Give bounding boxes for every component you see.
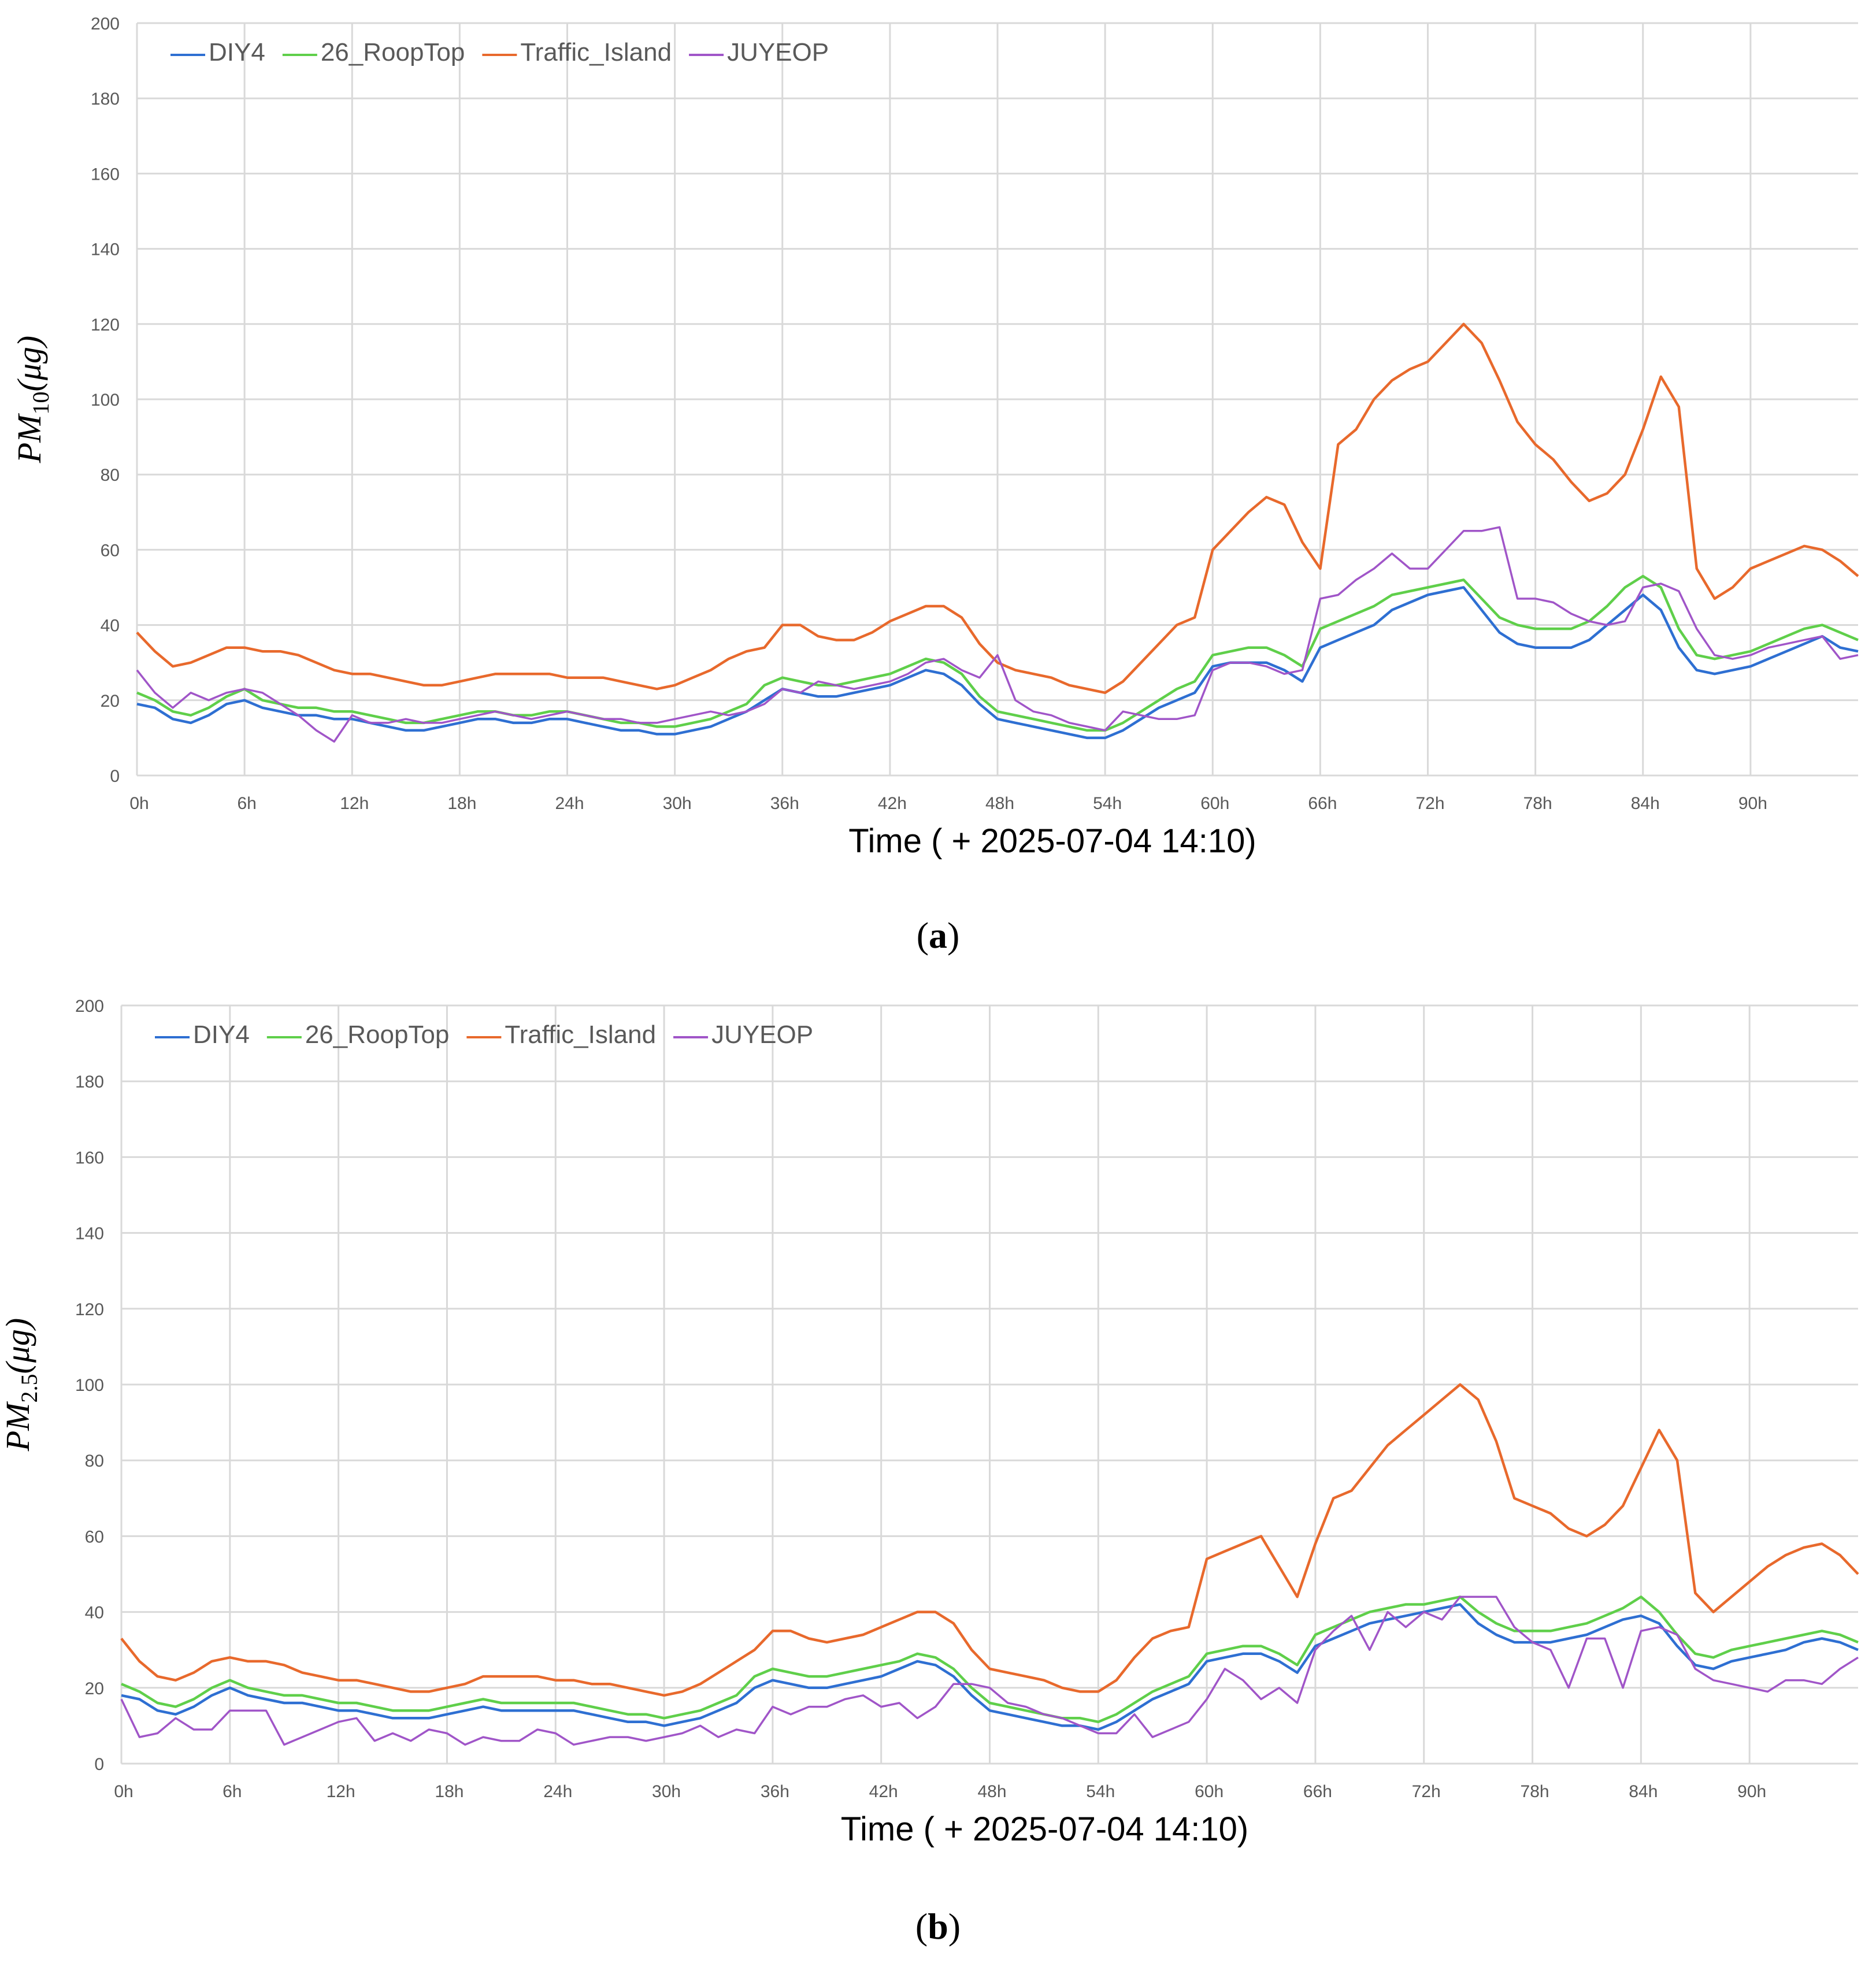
y-tick-label: 140 [75,1224,104,1244]
x-tick-label: 72h [1412,1782,1441,1801]
x-tick-label: 12h [327,1782,355,1801]
legend-label: 26_RoopTop [321,38,465,66]
panel-label-letter: a [929,915,947,956]
y-tick-label: 40 [85,1604,104,1623]
series-line-diy4 [121,1603,1859,1731]
x-tick-label: 24h [555,794,584,813]
x-tick-label: 6h [223,1782,242,1801]
y-tick-label: 180 [91,90,120,109]
chart-panel-a: 0 20 40 60 80 100 120 140 160 180 200 0h 6h 12h 18h 24h… [10,14,1859,956]
x-tick-label: 78h [1523,794,1552,813]
x-tick-label: 78h [1521,1782,1549,1801]
panel-label: (a) [917,915,960,956]
x-tick-label: 60h [1200,794,1229,813]
x-tick-label: 60h [1195,1782,1224,1801]
y-tick-label: 80 [101,466,120,485]
y-tick-label: 200 [75,997,104,1016]
y-tick-label: 100 [91,391,120,410]
series-line-juyeop [120,1595,1859,1746]
y-tick-label: 120 [91,316,120,335]
legend-label: DIY4 [193,1020,250,1049]
y-tick-label: 20 [101,692,120,711]
x-tick-label: 84h [1631,794,1660,813]
x-tick-label: 36h [761,1782,789,1801]
panel-label-close: ) [948,1906,961,1947]
x-axis-label: Time ( + 2025-07-04 14:10) [848,822,1256,860]
x-tick-label: 36h [770,794,799,813]
y-axis-label: PM2.5(μg) [0,1318,42,1452]
x-tick-label: 0h [114,1782,133,1801]
y-tick-label: 180 [75,1073,104,1092]
panel-label-close: ) [947,915,959,956]
y-tick-label: 140 [91,240,120,259]
y-tick-label: 0 [94,1755,104,1774]
legend-label: DIY4 [209,38,265,66]
x-tick-label: 42h [869,1782,898,1801]
y-tick-label: 80 [85,1452,104,1471]
x-tick-label: 54h [1086,1782,1115,1801]
x-tick-label: 90h [1738,794,1767,813]
y-tick-label: 20 [85,1679,104,1698]
y-axis-label-subscript: 10 [28,392,54,415]
legend: DIY4 26_RoopTop Traffic_Island JUYEOP [155,1020,813,1049]
y-tick-label: 160 [91,165,120,184]
panel-label: (b) [915,1906,961,1947]
x-tick-label: 90h [1737,1782,1766,1801]
y-tick-label: 40 [101,617,120,636]
y-axis-label-subscript: 2.5 [16,1374,42,1403]
series-line-juyeop [136,526,1859,743]
y-tick-label: 0 [110,767,120,786]
chart-panel-b: 0 20 40 60 80 100 120 140 160 180 200 0h 6h 12h 18h 24h… [0,997,1859,1947]
y-axis-label-unit: (μg) [0,1318,36,1374]
y-tick-label: 60 [85,1527,104,1546]
legend-label: JUYEOP [711,1020,813,1049]
legend: DIY4 26_RoopTop Traffic_Island JUYEOP [170,38,829,66]
x-tick-label: 66h [1303,1782,1332,1801]
x-tick-label: 18h [435,1782,464,1801]
x-tick-label: 6h [237,794,256,813]
legend-label: Traffic_Island [505,1020,656,1049]
x-tick-label: 24h [543,1782,572,1801]
y-axis-label-base: PM [0,1401,36,1452]
x-tick-label: 30h [663,794,692,813]
x-tick-label: 48h [985,794,1014,813]
series-line-diy4 [136,586,1859,740]
x-tick-label: 30h [652,1782,681,1801]
x-tick-label: 0h [129,794,149,813]
x-tick-label: 84h [1629,1782,1658,1801]
panel-label-open: ( [915,1906,928,1947]
legend-label: 26_RoopTop [305,1020,450,1049]
y-axis-label-base: PM [10,413,48,463]
x-tick-label: 66h [1308,794,1337,813]
x-tick-label: 42h [878,794,907,813]
series-line-26-rooptop [121,1595,1859,1724]
series-line-traffic-island [120,1383,1859,1697]
x-axis-label: Time ( + 2025-07-04 14:10) [841,1810,1249,1848]
y-tick-label: 160 [75,1148,104,1167]
y-tick-label: 60 [101,541,120,560]
x-tick-label: 18h [447,794,476,813]
panel-label-open: ( [917,915,929,956]
y-tick-label: 100 [75,1376,104,1395]
y-tick-label: 120 [75,1300,104,1319]
legend-label: JUYEOP [727,38,829,66]
y-axis-label: PM10(μg) [10,336,54,464]
x-tick-label: 72h [1415,794,1444,813]
y-axis-label-unit: (μg) [10,336,48,392]
panel-label-letter: b [928,1906,948,1947]
series-line-traffic-island [136,322,1859,695]
x-tick-label: 54h [1093,794,1122,813]
legend-label: Traffic_Island [520,38,672,66]
y-tick-label: 200 [91,14,120,34]
x-tick-label: 12h [340,794,369,813]
x-tick-label: 48h [977,1782,1006,1801]
